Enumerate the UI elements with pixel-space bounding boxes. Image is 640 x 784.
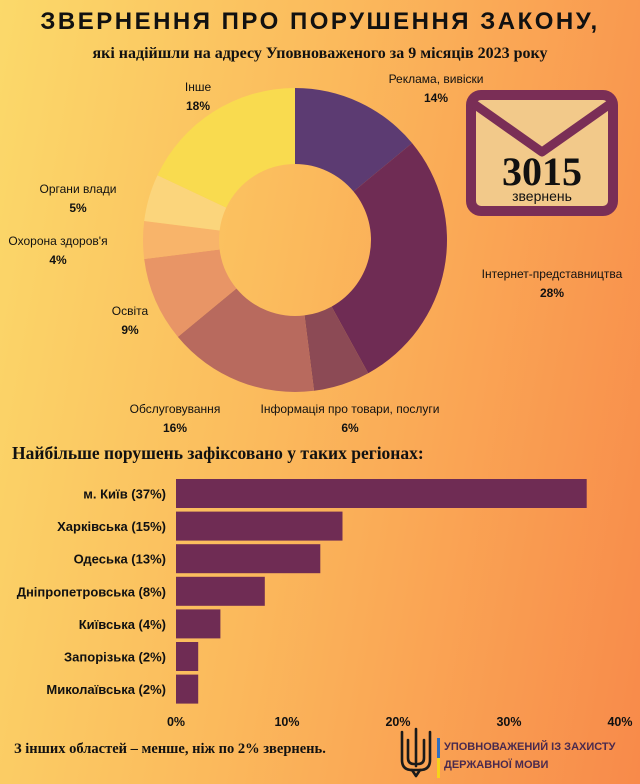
- donut-slice-1: [331, 143, 448, 374]
- region-label-6: Миколаївська (2%): [46, 682, 166, 697]
- region-bar-2: [176, 544, 321, 574]
- region-bar-1: [176, 511, 343, 541]
- footnote: З інших областей – менше, ніж по 2% звер…: [14, 741, 326, 757]
- organization-logo-text: УПОВНОВАЖЕНИЙ ІЗ ЗАХИСТУ ДЕРЖАВНОЇ МОВИ: [444, 741, 616, 771]
- x-tick-label-2: 20%: [385, 715, 410, 729]
- x-tick-label-3: 30%: [496, 715, 521, 729]
- region-bar-3: [176, 576, 265, 606]
- donut-slice-6: [144, 175, 227, 231]
- donut-chart: [142, 88, 448, 392]
- bar-chart-title: Найбільше порушень зафіксовано у таких р…: [12, 443, 424, 463]
- region-bar-0: [176, 479, 587, 508]
- pie-label-obsluh: Обслуговування 16%: [129, 402, 221, 435]
- pie-label-ohorona: Охорона здоров'я 4%: [8, 234, 108, 267]
- flag-stripe: [437, 738, 440, 778]
- region-label-0: м. Київ (37%): [83, 487, 166, 502]
- envelope-icon: [466, 90, 618, 216]
- pie-label-inshe: Інше 18%: [184, 80, 212, 113]
- page-subtitle: які надійшли на адресу Уповноваженого за…: [92, 45, 548, 62]
- pie-label-internet: Інтернет-представництва 28%: [481, 267, 623, 300]
- appeals-count: 3015: [502, 149, 582, 194]
- donut-slice-4: [144, 249, 237, 337]
- pie-label-reklama: Реклама, вивіски 14%: [388, 72, 484, 105]
- page-title: ЗВЕРНЕННЯ ПРО ПОРУШЕННЯ ЗАКОНУ,: [40, 8, 600, 35]
- region-label-1: Харківська (15%): [57, 519, 166, 534]
- donut-slice-0: [295, 88, 413, 192]
- region-bar-5: [176, 642, 199, 671]
- donut-slice-2: [304, 306, 369, 391]
- appeals-word: звернень: [512, 188, 572, 204]
- donut-slice-3: [177, 288, 315, 392]
- x-tick-label-4: 40%: [607, 715, 632, 729]
- pie-label-osvita: Освіта 9%: [111, 304, 149, 337]
- donut-slice-5: [142, 220, 220, 260]
- region-label-2: Одеська (13%): [74, 552, 166, 567]
- region-bar-4: [176, 609, 221, 639]
- regions-bar-chart: м. Київ (37%) Харківська (15%) Одеська (13…: [17, 479, 633, 729]
- region-label-5: Запорізька (2%): [64, 650, 166, 665]
- donut-slice-7: [157, 88, 295, 208]
- trident-icon: [400, 727, 432, 778]
- region-bar-6: [176, 674, 199, 704]
- x-tick-label-0: 0%: [167, 715, 185, 729]
- pie-label-organy: Органи влади 5%: [39, 182, 117, 215]
- pie-label-info: Інформація про товари, послуги 6%: [260, 402, 440, 435]
- region-label-3: Дніпропетровська (8%): [17, 584, 166, 599]
- region-label-4: Київська (4%): [79, 617, 166, 632]
- x-tick-label-1: 10%: [274, 715, 299, 729]
